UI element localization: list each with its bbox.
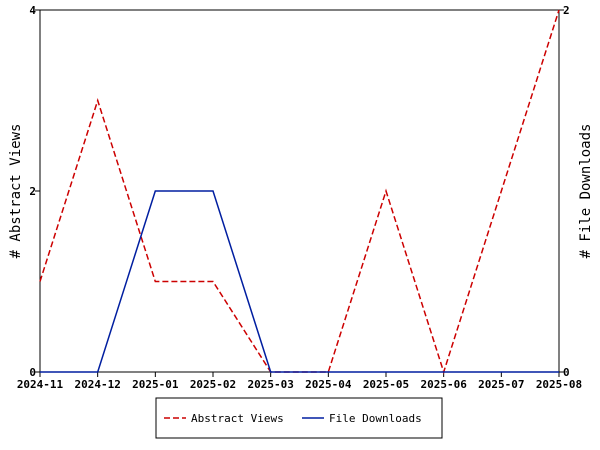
x-tick-label: 2025-03: [247, 378, 293, 391]
x-tick-label: 2025-01: [132, 378, 179, 391]
x-tick-label: 2025-06: [420, 378, 467, 391]
x-tick-label: 2025-04: [305, 378, 352, 391]
legend-box: [155, 397, 443, 439]
right-axis-title: # File Downloads: [578, 124, 594, 259]
x-axis: 2024-11 2024-12 2025-01 2025-02 2025-03 2025-…: [17, 372, 582, 391]
series-line-abstract-views: [39, 9, 560, 375]
legend-label-file-downloads: File Downloads: [329, 412, 422, 425]
plot-frame: [39, 9, 560, 373]
legend-label-abstract-views: Abstract Views: [191, 412, 284, 425]
legend: Abstract Views File Downloads: [155, 397, 443, 439]
right-y-tick-label: 2: [563, 4, 570, 17]
left-axis-title: # Abstract Views: [8, 124, 24, 259]
series-line-file-downloads: [40, 190, 559, 373]
left-y-tick-label: 0: [29, 366, 36, 379]
left-y-axis: 0 2 4: [29, 4, 40, 379]
x-tick-label: 2025-05: [363, 378, 409, 391]
plot-area: [39, 9, 560, 373]
left-y-tick-label: 2: [29, 185, 36, 198]
x-tick-label: 2024-11: [17, 378, 64, 391]
x-tick-label: 2024-12: [74, 378, 120, 391]
x-tick-label: 2025-02: [190, 378, 236, 391]
series-layer: [39, 9, 560, 375]
left-y-tick-label: 4: [29, 4, 36, 17]
x-tick-label: 2025-08: [536, 378, 582, 391]
right-y-axis: 02: [559, 4, 570, 379]
right-y-tick-label: 0: [563, 366, 570, 379]
x-tick-label: 2025-07: [478, 378, 524, 391]
